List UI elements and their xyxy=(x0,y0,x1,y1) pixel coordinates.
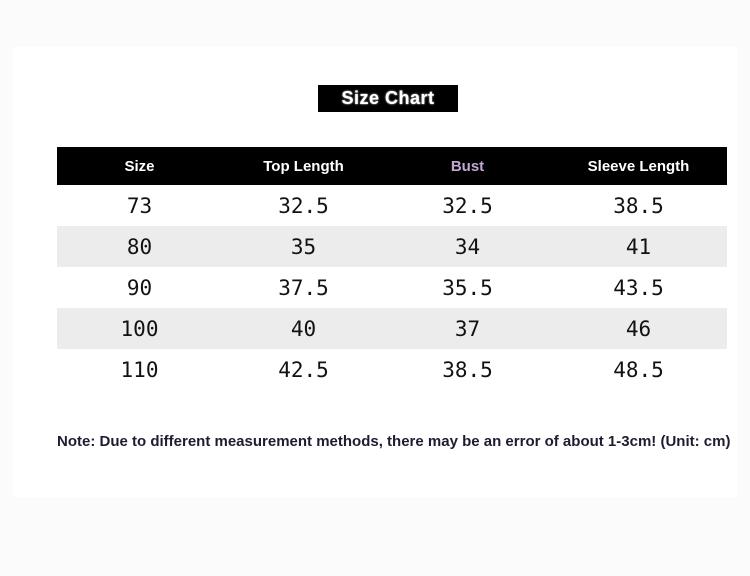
table-row-size-100: 100 40 37 46 xyxy=(57,308,727,349)
table-cell: 38.5 xyxy=(442,357,493,382)
column-header-top-length: Top Length xyxy=(222,147,385,185)
column-header-bust: Bust xyxy=(385,147,550,185)
table-cell: 90 xyxy=(126,275,153,300)
table-cell: 37 xyxy=(454,316,481,341)
table-cell: 32.5 xyxy=(442,193,493,218)
size-chart-table: Size Top Length Bust Sleeve Length 73 32… xyxy=(57,147,727,390)
table-row-size-90: 90 37.5 35.5 43.5 xyxy=(57,267,727,308)
column-header-sleeve-length: Sleeve Length xyxy=(550,147,727,185)
table-cell: 100 xyxy=(120,316,159,341)
table-cell: 40 xyxy=(290,316,317,341)
table-header-row: Size Top Length Bust Sleeve Length xyxy=(57,147,727,185)
column-header-size: Size xyxy=(57,147,222,185)
size-chart-card: Size Chart Size Top Length Bust Sleeve L… xyxy=(13,47,737,497)
size-chart-title: Size Chart xyxy=(341,88,435,108)
table-cell: 43.5 xyxy=(613,275,664,300)
table-cell: 38.5 xyxy=(613,193,664,218)
table-cell: 35.5 xyxy=(442,275,493,300)
table-cell: 73 xyxy=(126,193,153,218)
table-cell: 35 xyxy=(290,234,317,259)
note-text: Note: Due to different measurement metho… xyxy=(57,433,731,450)
table-cell: 46 xyxy=(625,316,652,341)
table-cell: 37.5 xyxy=(278,275,329,300)
table-row-size-110: 110 42.5 38.5 48.5 xyxy=(57,349,727,390)
table-cell: 110 xyxy=(120,357,159,382)
table-cell: 32.5 xyxy=(278,193,329,218)
table-row-size-73: 73 32.5 32.5 38.5 xyxy=(57,185,727,226)
table-cell: 41 xyxy=(625,234,652,259)
table-cell: 42.5 xyxy=(278,357,329,382)
size-chart-title-box: Size Chart xyxy=(318,85,458,112)
table-row-size-80: 80 35 34 41 xyxy=(57,226,727,267)
table-cell: 48.5 xyxy=(613,357,664,382)
table-cell: 34 xyxy=(454,234,481,259)
table-cell: 80 xyxy=(126,234,153,259)
